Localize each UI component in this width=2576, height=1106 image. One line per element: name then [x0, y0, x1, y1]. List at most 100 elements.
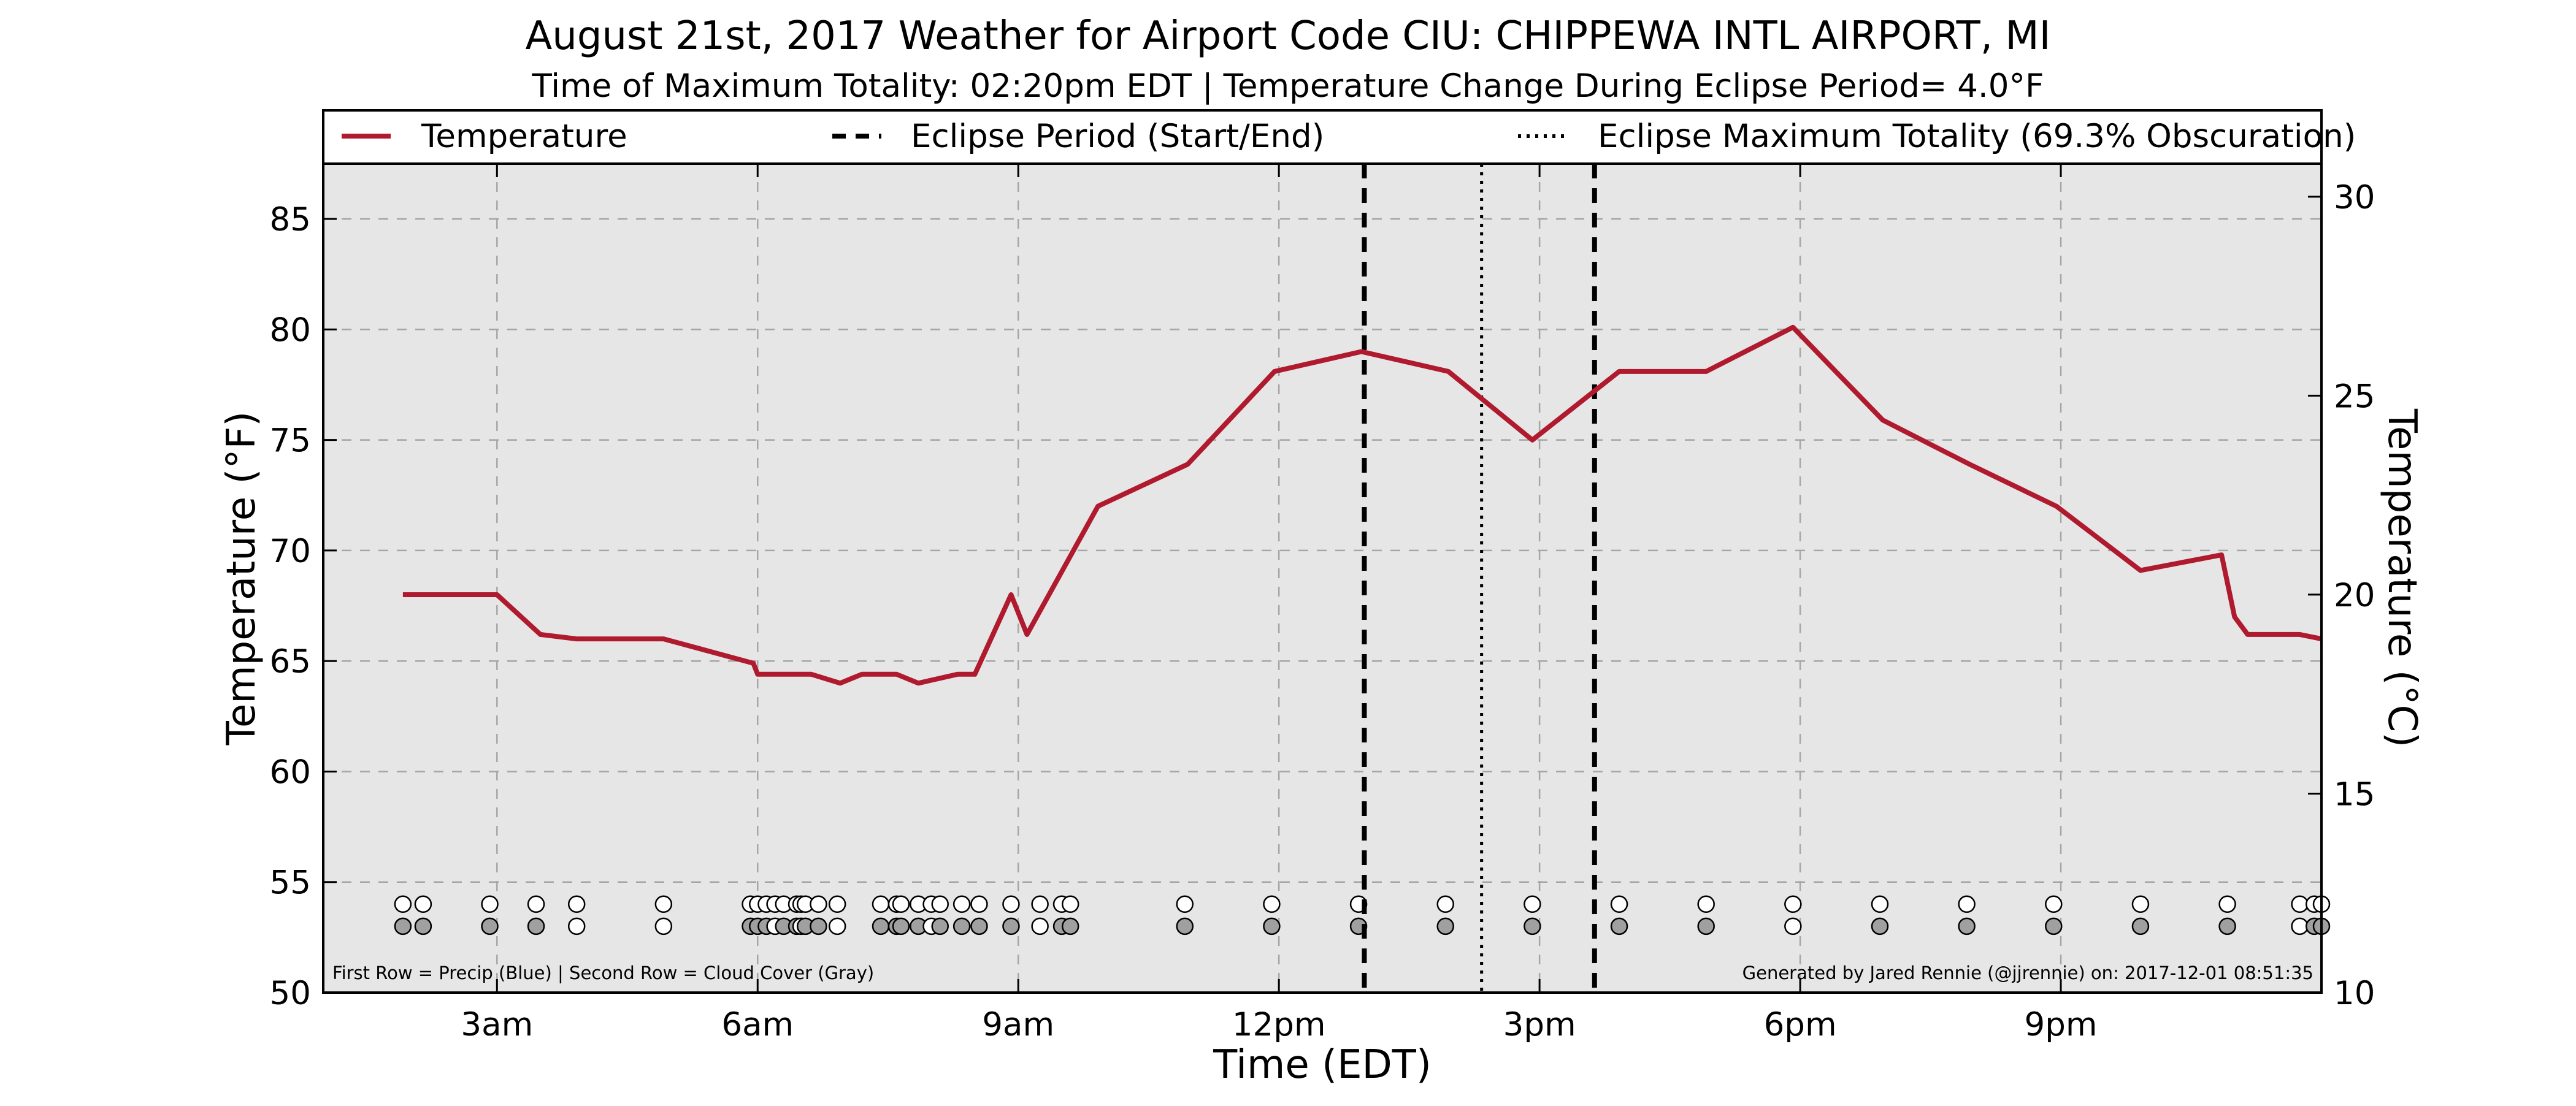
- cloud-marker: [828, 917, 846, 936]
- cloud-marker: [931, 917, 949, 936]
- y-right-tick-label: 30: [2334, 179, 2375, 216]
- cloud-marker: [1697, 917, 1715, 936]
- precip-marker: [1061, 895, 1079, 913]
- y-tick-label: 65: [270, 643, 311, 681]
- x-tick-label: 3pm: [1503, 1006, 1576, 1043]
- y-axis-label-right: Temperature (°C): [2379, 408, 2425, 747]
- precip-marker: [1610, 895, 1628, 913]
- y-tick-label: 80: [270, 311, 311, 349]
- precip-marker: [1871, 895, 1889, 913]
- cloud-marker: [953, 917, 971, 936]
- precip-marker: [872, 895, 890, 913]
- precip-marker: [414, 895, 432, 913]
- cloud-marker: [527, 917, 545, 936]
- cloud-marker: [1436, 917, 1454, 936]
- precip-marker: [394, 895, 412, 913]
- footnote-left: First Row = Precip (Blue) | Second Row =…: [332, 963, 874, 983]
- plot-area: [323, 164, 2321, 993]
- x-axis: 3am 6am 9am 12pm 3pm 6pm 9pm: [461, 164, 2098, 1043]
- legend-box: [322, 109, 2323, 165]
- cloud-marker: [1031, 917, 1049, 936]
- legend: Temperature Eclipse Period (Start/End) E…: [322, 109, 2356, 165]
- precip-marker: [1697, 895, 1715, 913]
- x-axis-label: Time (EDT): [1213, 1042, 1432, 1088]
- precip-marker: [970, 895, 988, 913]
- cloud-marker: [1002, 917, 1020, 936]
- y-right-tick-label: 10: [2334, 975, 2375, 1012]
- cloud-marker: [1263, 917, 1281, 936]
- precip-marker: [1784, 895, 1802, 913]
- y-right-tick-label: 25: [2334, 378, 2375, 415]
- precip-marker: [828, 895, 846, 913]
- precip-marker: [1031, 895, 1049, 913]
- cloud-marker: [481, 917, 499, 936]
- cloud-marker: [1176, 917, 1194, 936]
- precip-marker: [953, 895, 971, 913]
- grid: [323, 164, 2321, 993]
- y-right-tick-label: 15: [2334, 776, 2375, 813]
- precip-marker: [1002, 895, 1020, 913]
- cloud-marker: [1871, 917, 1889, 936]
- cloud-marker: [1958, 917, 1976, 936]
- precip-marker: [2131, 895, 2150, 913]
- cloud-marker: [970, 917, 988, 936]
- y-right-tick-label: 20: [2334, 577, 2375, 614]
- cloud-marker: [654, 917, 673, 936]
- y-tick-label: 75: [270, 422, 311, 460]
- cloud-marker: [1061, 917, 1079, 936]
- precip-marker: [1263, 895, 1281, 913]
- legend-label-eclipse-period: Eclipse Period (Start/End): [911, 118, 1324, 155]
- y-tick-label: 55: [270, 864, 311, 902]
- precip-marker: [1958, 895, 1976, 913]
- precip-marker: [481, 895, 499, 913]
- cloud-marker: [892, 917, 910, 936]
- cloud-marker: [872, 917, 890, 936]
- y-tick-label: 85: [270, 201, 311, 238]
- precip-marker: [654, 895, 673, 913]
- y-tick-label: 60: [270, 753, 311, 791]
- precip-marker: [2291, 895, 2309, 913]
- cloud-marker: [1784, 917, 1802, 936]
- legend-label-temperature: Temperature: [421, 118, 627, 155]
- footnote-right: Generated by Jared Rennie (@jjrennie) on…: [1742, 963, 2313, 983]
- precip-marker: [2045, 895, 2063, 913]
- precip-marker: [1524, 895, 1541, 913]
- eclipse-lines: [1362, 164, 1597, 993]
- cloud-marker: [2291, 917, 2309, 936]
- chart-title: August 21st, 2017 Weather for Airport Co…: [526, 13, 2051, 59]
- series-layer: [402, 324, 2322, 686]
- legend-label-max-totality: Eclipse Maximum Totality (69.3% Obscurat…: [1598, 118, 2356, 155]
- chart-subtitle: Time of Maximum Totality: 02:20pm EDT | …: [532, 67, 2044, 105]
- y-axis-left: 50 55 60 65 70 75 80 85: [270, 201, 337, 1012]
- cloud-marker: [810, 917, 827, 936]
- y-tick-label: 50: [270, 975, 311, 1012]
- x-tick-label: 12pm: [1232, 1006, 1326, 1043]
- precip-marker: [892, 895, 910, 913]
- precip-marker: [931, 895, 949, 913]
- y-tick-label: 70: [270, 533, 311, 570]
- x-tick-label: 3am: [461, 1006, 533, 1043]
- series-line-temperature: [402, 324, 2322, 686]
- precip-marker: [1176, 895, 1194, 913]
- cloud-marker: [1610, 917, 1628, 936]
- precip-marker: [2218, 895, 2236, 913]
- cloud-marker: [2131, 917, 2150, 936]
- cloud-marker: [1524, 917, 1541, 936]
- y-axis-label-left: Temperature (°F): [219, 411, 264, 746]
- cloud-marker: [2218, 917, 2236, 936]
- cloud-marker: [2045, 917, 2063, 936]
- x-tick-label: 9am: [982, 1006, 1054, 1043]
- precip-marker: [527, 895, 545, 913]
- cloud-marker: [414, 917, 432, 936]
- y-axis-right: 10 15 20 25 30: [2308, 179, 2375, 1012]
- cloud-marker: [394, 917, 412, 936]
- x-tick-label: 9pm: [2025, 1006, 2098, 1043]
- x-tick-label: 6am: [721, 1006, 794, 1043]
- x-tick-label: 6pm: [1764, 1006, 1837, 1043]
- precip-marker: [567, 895, 586, 913]
- precip-marker: [1436, 895, 1454, 913]
- precip-marker: [810, 895, 827, 913]
- cloud-marker: [567, 917, 586, 936]
